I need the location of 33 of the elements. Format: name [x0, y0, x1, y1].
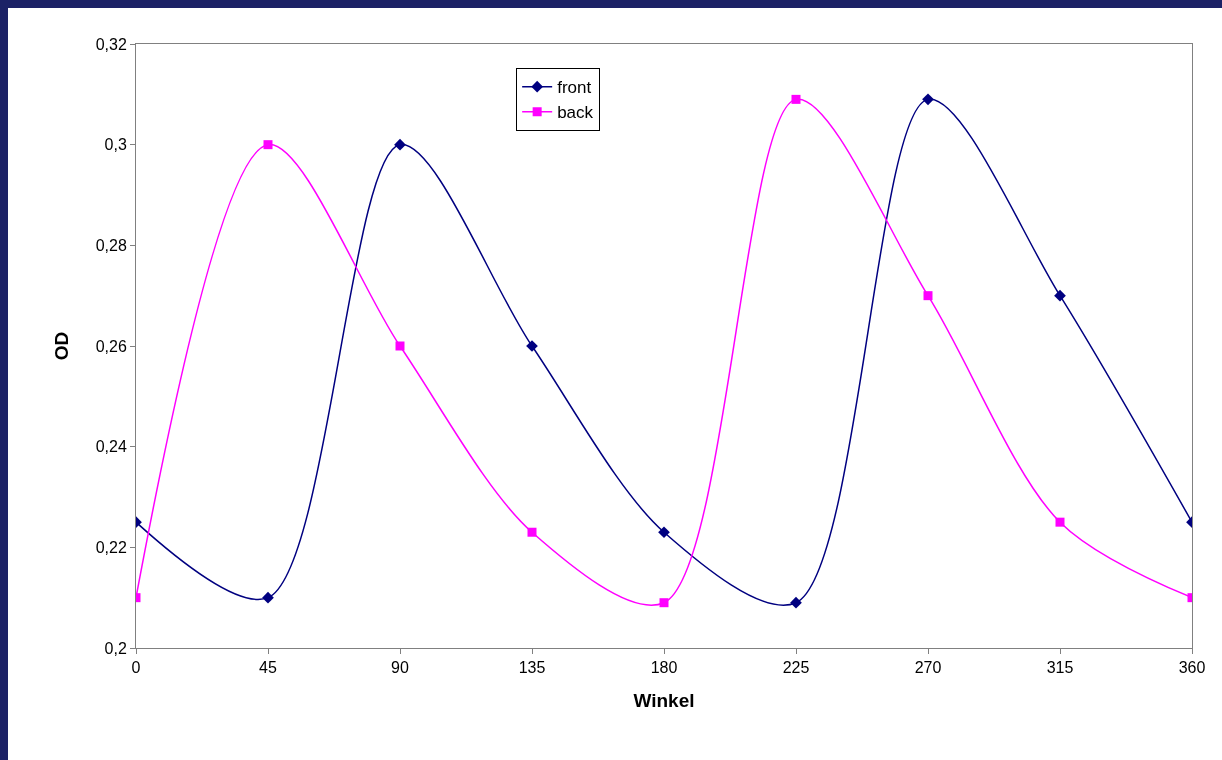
point	[791, 94, 801, 104]
x-tick-label: 135	[518, 659, 546, 677]
x-tick-label: 45	[259, 659, 277, 677]
x-tick-label: 180	[650, 659, 678, 677]
point	[263, 140, 273, 150]
x-tick-label: 90	[391, 659, 409, 677]
y-tick-label: 0,26	[95, 337, 127, 355]
point	[659, 598, 669, 608]
point	[923, 291, 933, 301]
legend-label: front	[557, 78, 592, 98]
point	[395, 341, 405, 351]
x-tick-label: 360	[1178, 659, 1206, 677]
point	[527, 527, 537, 537]
y-tick-label: 0,22	[95, 538, 127, 556]
legend-label: back	[557, 103, 594, 123]
point	[790, 596, 802, 609]
x-tick-label: 315	[1046, 659, 1074, 677]
x-axis-title: Winkel	[633, 690, 695, 711]
y-tick-label: 0,28	[95, 236, 127, 254]
point	[394, 138, 406, 151]
point	[262, 591, 274, 604]
y-tick-label: 0,32	[95, 35, 127, 53]
x-tick-label: 225	[782, 659, 810, 677]
x-tick-label: 270	[914, 659, 942, 677]
y-tick-label: 0,24	[95, 438, 127, 456]
point	[1054, 289, 1066, 302]
point	[922, 93, 934, 106]
point	[1055, 517, 1065, 527]
y-tick-label: 0,2	[104, 639, 127, 657]
y-axis-title: OD	[50, 331, 72, 361]
x-tick-label: 0	[131, 659, 141, 677]
point	[658, 526, 670, 539]
y-tick-label: 0,3	[104, 136, 127, 154]
